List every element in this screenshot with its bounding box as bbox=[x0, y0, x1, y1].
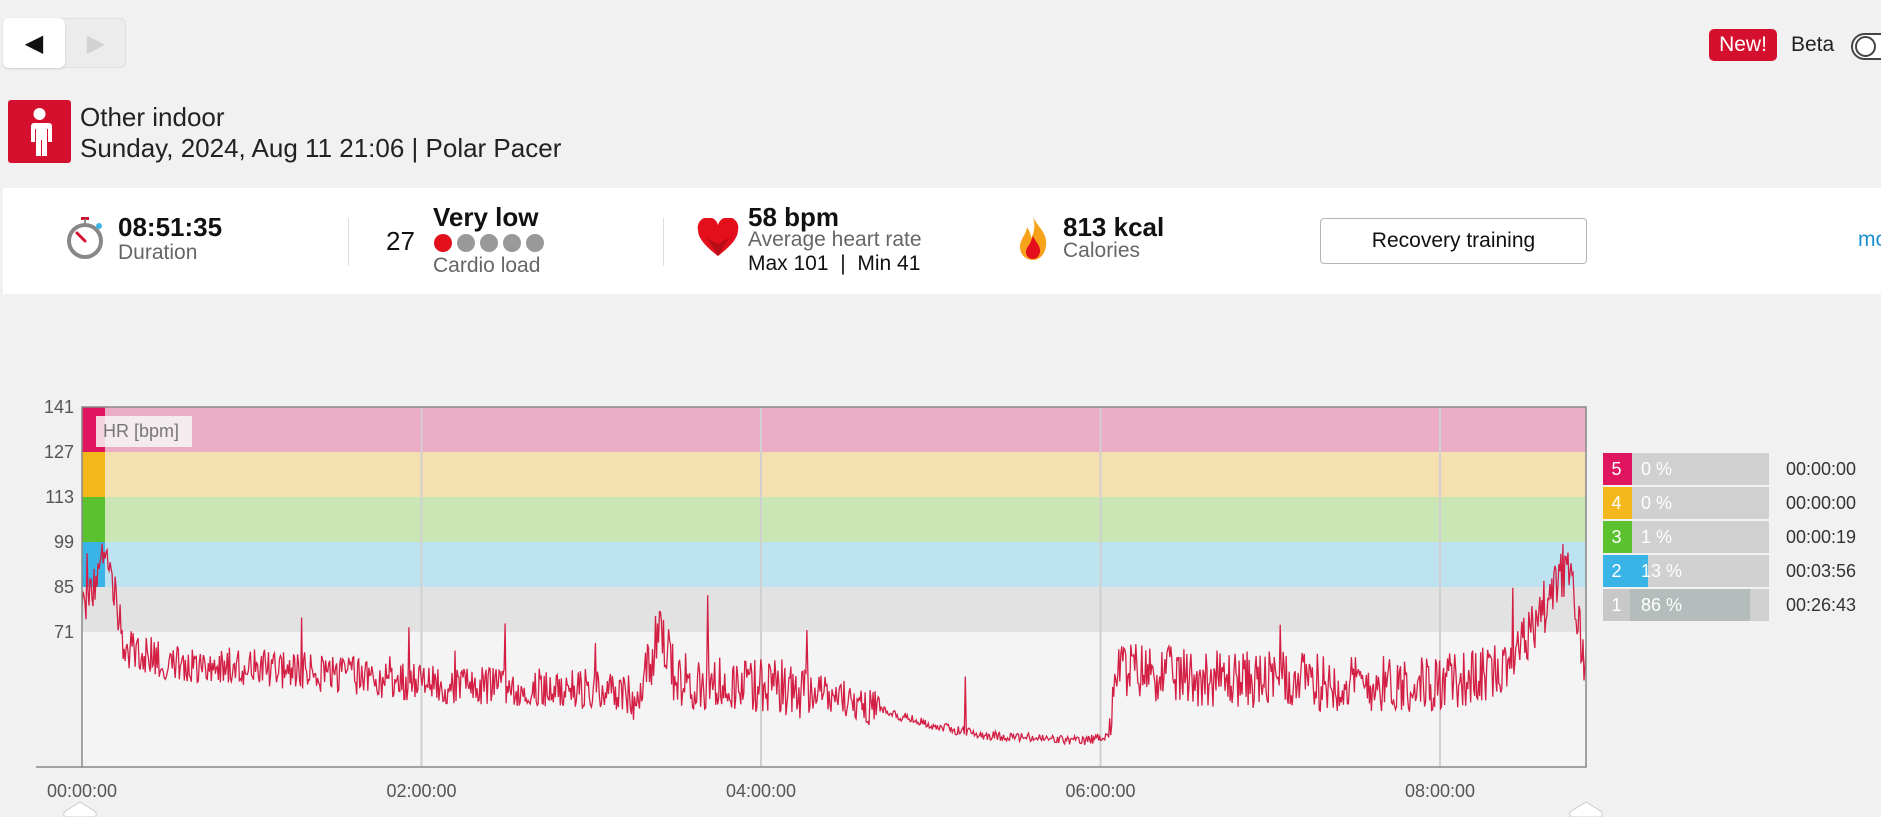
zone-fill-bar bbox=[1630, 521, 1632, 553]
zone-fill-bar bbox=[1630, 453, 1632, 485]
cardio-load-dots bbox=[433, 232, 553, 259]
x-tick-label: 02:00:00 bbox=[386, 781, 456, 801]
avg-hr-value: 58 bpm bbox=[748, 202, 840, 232]
zone-percent: 0 % bbox=[1641, 459, 1673, 479]
range-handle-left[interactable] bbox=[63, 801, 97, 817]
zone-row-3: 3 1 % bbox=[1603, 521, 1769, 553]
x-tick-label: 04:00:00 bbox=[726, 781, 796, 801]
forward-arrow-icon[interactable]: ▶ bbox=[86, 29, 106, 57]
zone-time: 00:26:43 bbox=[1786, 595, 1857, 615]
training-benefit-button[interactable]: Recovery training bbox=[1320, 218, 1587, 264]
duration-value: 08:51:35 bbox=[118, 212, 223, 242]
navigation-group: ◀ ▶ bbox=[3, 18, 126, 68]
divider bbox=[348, 218, 349, 266]
range-handle-right[interactable] bbox=[1569, 801, 1603, 817]
zone-fill-bar bbox=[1630, 589, 1750, 621]
zone-number: 4 bbox=[1603, 487, 1630, 519]
y-tick-label: 85 bbox=[54, 577, 74, 597]
beta-toggle[interactable] bbox=[1851, 33, 1881, 60]
hr-series-label: HR [bpm] bbox=[103, 421, 179, 441]
y-tick-label: 127 bbox=[44, 442, 74, 462]
zone-band-4 bbox=[82, 452, 1586, 497]
zone-time: 00:00:00 bbox=[1786, 459, 1857, 479]
calories-value: 813 kcal bbox=[1063, 212, 1165, 242]
x-tick-label: 08:00:00 bbox=[1405, 781, 1475, 801]
zone-percent: 13 % bbox=[1641, 561, 1683, 581]
heart-icon bbox=[697, 217, 739, 263]
hr-chart: 141 127 113 99 85 71 00:00:00 02:00:00 04:00:00… bbox=[0, 400, 1881, 817]
y-tick-label: 141 bbox=[44, 400, 74, 417]
beta-label: Beta bbox=[1791, 33, 1835, 56]
cardio-load-level: Very low bbox=[433, 202, 539, 232]
avg-hr-label: Average heart rate bbox=[748, 228, 922, 251]
y-tick-label: 113 bbox=[45, 487, 74, 507]
hr-max-min: Max 101 | Min 41 bbox=[748, 252, 921, 275]
more-link[interactable]: mo bbox=[1858, 228, 1881, 251]
cardio-load-label: Cardio load bbox=[433, 254, 541, 277]
zone-number: 2 bbox=[1603, 555, 1630, 587]
x-tick-label: 06:00:00 bbox=[1065, 781, 1135, 801]
sport-name: Other indoor bbox=[80, 102, 225, 132]
cardio-load-value: 27 bbox=[386, 226, 415, 256]
zone-row-2: 2 13 % bbox=[1603, 555, 1769, 587]
zone-number: 1 bbox=[1603, 589, 1630, 621]
zone-percent: 86 % bbox=[1641, 595, 1683, 615]
zone-percent: 1 % bbox=[1641, 527, 1673, 547]
hr-line bbox=[81, 543, 1587, 746]
x-tick-label: 00:00:00 bbox=[47, 781, 117, 801]
zone-fill-bar bbox=[1630, 487, 1632, 519]
hr-chart-svg: 141 127 113 99 85 71 00:00:00 02:00:00 04:00:00… bbox=[36, 400, 1603, 817]
flame-icon bbox=[1016, 214, 1050, 267]
zone-number: 3 bbox=[1603, 521, 1630, 553]
zone-number: 5 bbox=[1603, 453, 1630, 485]
zone-time: 00:00:00 bbox=[1786, 493, 1857, 513]
zone-bar-4 bbox=[82, 452, 105, 497]
stopwatch-icon bbox=[65, 216, 105, 265]
summary-bar: 08:51:35 Duration 27 Very low Cardio loa… bbox=[3, 188, 1881, 294]
divider bbox=[663, 218, 664, 266]
hr-label-background bbox=[96, 416, 192, 447]
zone-band-5 bbox=[82, 407, 1586, 452]
zone-row-1: 1 86 % bbox=[1603, 589, 1769, 621]
zone-band-2 bbox=[82, 542, 1586, 587]
zone-time: 00:03:56 bbox=[1786, 561, 1857, 581]
zone-band-1 bbox=[82, 587, 1586, 632]
person-standing-icon bbox=[8, 100, 71, 163]
zone-band-3 bbox=[82, 497, 1586, 542]
calories-label: Calories bbox=[1063, 239, 1141, 262]
toggle-knob bbox=[1855, 36, 1876, 57]
back-arrow-icon[interactable]: ◀ bbox=[3, 18, 65, 68]
y-tick-label: 99 bbox=[54, 532, 74, 552]
zone-row-5: 5 0 % bbox=[1603, 453, 1769, 485]
zone-bar-3 bbox=[82, 497, 105, 542]
y-tick-label: 71 bbox=[54, 622, 74, 642]
new-badge: New! bbox=[1709, 29, 1777, 61]
session-datetime-device: Sunday, 2024, Aug 11 21:06 | Polar Pacer bbox=[80, 133, 562, 163]
zone-percent: 0 % bbox=[1641, 493, 1673, 513]
zone-row-4: 4 0 % bbox=[1603, 487, 1769, 519]
zone-time: 00:00:19 bbox=[1786, 527, 1857, 547]
duration-label: Duration bbox=[118, 241, 198, 264]
zone-fill-bar bbox=[1630, 555, 1649, 587]
plot-frame bbox=[81, 406, 1587, 768]
